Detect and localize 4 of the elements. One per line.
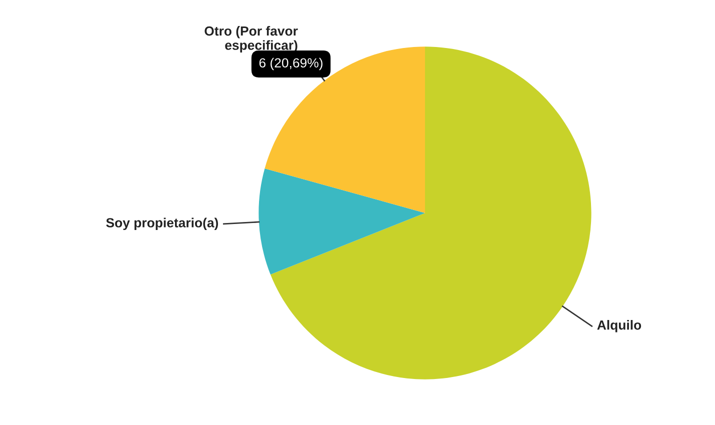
- slice-label: Soy propietario(a): [106, 218, 218, 230]
- slice-label: Otro (Por favor especificar): [204, 26, 298, 53]
- slice-label: Alquilo: [597, 320, 642, 332]
- text: 6 (20,69%): [259, 58, 322, 70]
